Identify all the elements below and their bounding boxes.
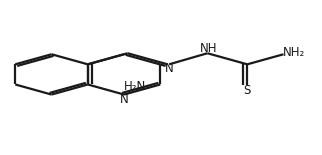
Text: N: N xyxy=(165,62,174,75)
Text: NH₂: NH₂ xyxy=(283,46,305,59)
Text: NH: NH xyxy=(200,42,218,55)
Text: H₂N: H₂N xyxy=(124,80,146,93)
Text: S: S xyxy=(243,84,251,97)
Text: N: N xyxy=(120,93,128,106)
